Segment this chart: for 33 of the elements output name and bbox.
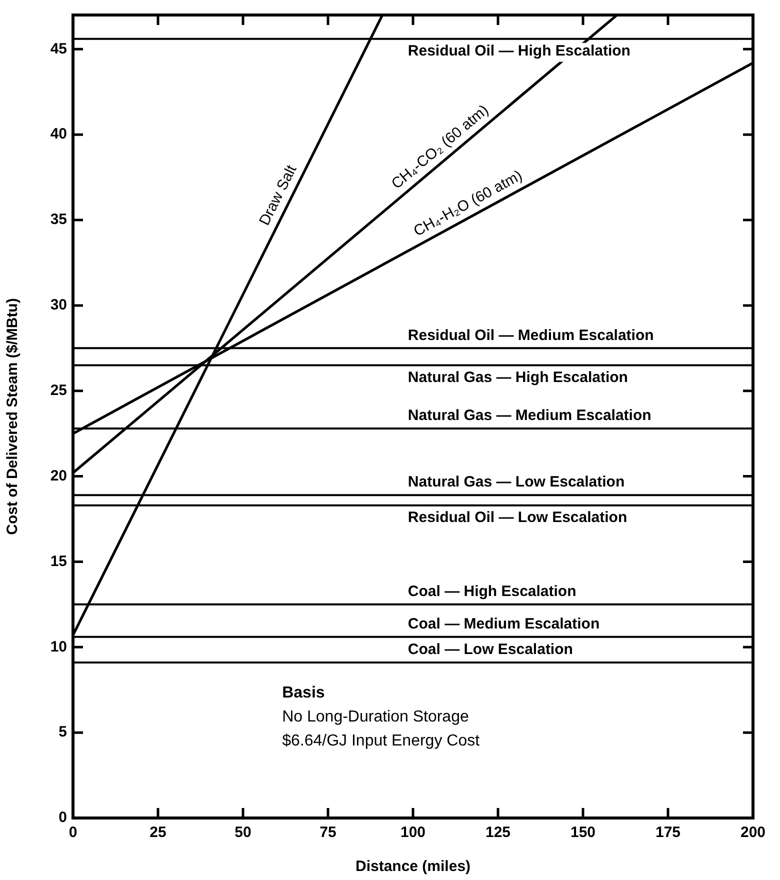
x-tick-label: 150 <box>570 824 596 842</box>
x-tick-label: 75 <box>320 824 336 842</box>
x-tick-label: 200 <box>740 824 766 842</box>
ref-line-label: Natural Gas — Medium Escalation <box>408 407 652 424</box>
ref-line-label: Residual Oil — High Escalation <box>408 42 630 60</box>
x-tick-label: 125 <box>485 824 511 842</box>
ref-line-label: Natural Gas — High Escalation <box>408 368 628 386</box>
annotation: Basis <box>282 684 325 702</box>
x-tick-label: 25 <box>150 824 166 842</box>
y-tick-label: 15 <box>50 552 67 570</box>
annotation: $6.64/GJ Input Energy Cost <box>282 732 480 750</box>
x-tick-label: 175 <box>655 824 681 842</box>
ref-line-label: Coal — Low Escalation <box>408 641 573 658</box>
x-axis-title: Distance (miles) <box>355 858 471 876</box>
ref-line-label: Residual Oil — Medium Escalation <box>408 326 654 344</box>
y-axis-title: Cost of Delivered Steam ($/MBtu) <box>4 298 22 535</box>
text: Draw Salt <box>256 162 301 228</box>
y-tick-label: 20 <box>50 467 67 484</box>
x-tick-label: 100 <box>400 824 426 842</box>
y-tick-label: 35 <box>50 211 67 228</box>
ref-line-label: Natural Gas — Low Escalation <box>408 474 625 491</box>
y-tick-label: 5 <box>58 724 67 741</box>
y-tick-label: 25 <box>50 382 67 400</box>
ref-line-label: Coal — High Escalation <box>408 583 576 600</box>
y-tick-label: 10 <box>50 638 67 656</box>
y-tick-label: 40 <box>50 126 67 143</box>
ref-line-label: Coal — Medium Escalation <box>408 616 600 633</box>
annotation: No Long-Duration Storage <box>282 708 469 726</box>
x-tick-label: 50 <box>234 824 252 842</box>
y-tick-label: 0 <box>58 809 67 826</box>
ref-line-label: Residual Oil — Low Escalation <box>408 508 628 526</box>
y-tick-label: 30 <box>50 296 67 314</box>
y-tick-label: 45 <box>50 40 67 58</box>
